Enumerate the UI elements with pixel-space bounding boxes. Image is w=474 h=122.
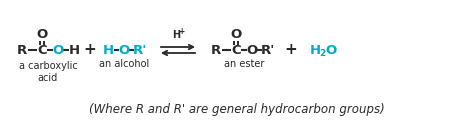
Text: R: R bbox=[211, 44, 221, 56]
Text: 2: 2 bbox=[319, 50, 325, 59]
Text: (Where R and R' are general hydrocarbon groups): (Where R and R' are general hydrocarbon … bbox=[89, 103, 385, 117]
Text: O: O bbox=[36, 29, 47, 41]
Text: O: O bbox=[230, 29, 242, 41]
Text: O: O bbox=[246, 44, 258, 56]
Text: a carboxylic
acid: a carboxylic acid bbox=[18, 61, 77, 83]
Text: O: O bbox=[325, 44, 336, 56]
Text: R: R bbox=[17, 44, 27, 56]
Text: +: + bbox=[178, 27, 184, 36]
Text: H: H bbox=[310, 44, 321, 56]
Text: R': R' bbox=[261, 44, 275, 56]
Text: H: H bbox=[172, 30, 180, 40]
Text: an alcohol: an alcohol bbox=[99, 59, 149, 69]
Text: +: + bbox=[284, 42, 297, 57]
Text: O: O bbox=[52, 44, 64, 56]
Text: R': R' bbox=[133, 44, 147, 56]
Text: +: + bbox=[83, 42, 96, 57]
Text: an ester: an ester bbox=[224, 59, 264, 69]
Text: C: C bbox=[231, 44, 241, 56]
Text: C: C bbox=[37, 44, 47, 56]
Text: O: O bbox=[118, 44, 129, 56]
Text: H: H bbox=[102, 44, 114, 56]
Text: H: H bbox=[68, 44, 80, 56]
